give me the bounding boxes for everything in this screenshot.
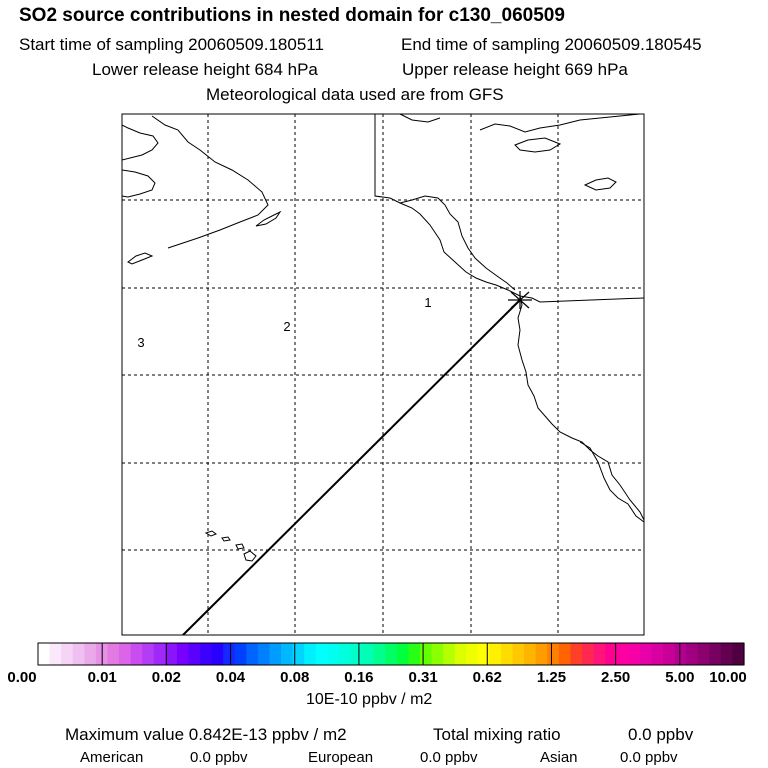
colorbar-swatch <box>61 643 74 665</box>
colorbar-tick-label: 0.62 <box>472 669 502 686</box>
colorbar-outline <box>37 642 745 666</box>
colorbar-swatch <box>200 643 213 665</box>
colorbar-swatch <box>477 643 490 665</box>
colorbar-swatch <box>512 643 525 665</box>
colorbar-swatch <box>338 643 352 665</box>
colorbar-swatch <box>419 643 433 665</box>
colorbar-swatch <box>535 643 548 665</box>
colorbar-swatch <box>697 643 710 665</box>
colorbar-swatch <box>107 643 120 665</box>
source-marker-3: 3 <box>137 335 144 350</box>
colorbar-swatch <box>593 643 606 665</box>
colorbar-tick-label: 0.04 <box>215 669 246 686</box>
colorbar-swatch <box>605 643 618 665</box>
european-value: 0.0 ppbv <box>420 749 478 766</box>
colorbar-swatch <box>639 643 653 665</box>
colorbar-swatch <box>142 643 155 665</box>
colorbar-swatch <box>651 643 664 665</box>
colorbar-swatch <box>257 643 271 665</box>
colorbar-swatch <box>84 643 97 665</box>
colorbar-swatch <box>616 643 629 665</box>
colorbar-swatch <box>732 643 745 665</box>
colorbar-tick-label: 0.01 <box>87 669 117 686</box>
colorbar-swatch <box>281 643 294 665</box>
colorbar-swatch <box>686 643 699 665</box>
max-value-label: Maximum value 0.842E-13 ppbv / m2 <box>65 725 347 744</box>
end-time-label: End time of sampling 20060509.180545 <box>401 35 702 54</box>
colorbar-swatch <box>524 643 537 665</box>
colorbar-tick-label: 10.00 <box>709 669 747 686</box>
colorbar-swatch <box>431 643 444 665</box>
colorbar <box>38 643 745 665</box>
colorbar-tick-label: 5.00 <box>665 669 695 686</box>
colorbar-swatch <box>119 643 132 665</box>
colorbar-swatch <box>176 643 190 665</box>
colorbar-swatch <box>489 643 502 665</box>
colorbar-swatch <box>49 643 62 665</box>
source-marker-1: 1 <box>424 295 431 310</box>
colorbar-tick-label: 0.00 <box>7 669 37 686</box>
colorbar-swatch <box>327 643 340 665</box>
colorbar-swatch <box>443 643 456 665</box>
colorbar-swatch <box>581 643 595 665</box>
colorbar-swatch <box>709 643 722 665</box>
asian-label: Asian <box>540 749 578 766</box>
colorbar-swatch <box>292 643 305 665</box>
lower-release-height-label: Lower release height 684 hPa <box>92 60 318 79</box>
colorbar-swatch <box>269 643 282 665</box>
total-mixing-ratio-value: 0.0 ppbv <box>628 725 694 744</box>
european-label: European <box>308 749 374 766</box>
colorbar-swatch <box>38 643 51 665</box>
colorbar-swatch <box>350 643 363 665</box>
colorbar-swatch <box>153 643 166 665</box>
colorbar-swatch <box>72 643 85 665</box>
colorbar-tick-label: 0.16 <box>344 669 374 686</box>
colorbar-swatch <box>396 643 409 665</box>
colorbar-tick-label: 1.25 <box>536 669 567 686</box>
colorbar-swatch <box>165 643 178 665</box>
colorbar-swatch <box>720 643 734 665</box>
colorbar-unit-label: 10E-10 ppbv / m2 <box>306 691 433 708</box>
colorbar-swatch <box>385 643 398 665</box>
total-mixing-ratio-label: Total mixing ratio <box>433 725 561 744</box>
colorbar-swatch <box>246 643 259 665</box>
colorbar-swatch <box>628 643 641 665</box>
colorbar-swatch <box>408 643 421 665</box>
coastlines <box>121 113 645 562</box>
colorbar-tick-label: 0.08 <box>280 669 310 686</box>
colorbar-swatch <box>662 643 676 665</box>
colorbar-swatch <box>211 643 224 665</box>
colorbar-swatch <box>674 643 687 665</box>
colorbar-swatch <box>130 643 143 665</box>
colorbar-swatch <box>558 643 571 665</box>
release-site-marker <box>508 291 532 309</box>
start-time-label: Start time of sampling 20060509.180511 <box>19 35 324 54</box>
map-title: SO2 source contributions in nested domai… <box>19 5 565 26</box>
colorbar-swatch <box>234 643 247 665</box>
colorbar-tick-label: 2.50 <box>601 669 631 686</box>
upper-release-height-label: Upper release height 669 hPa <box>402 60 628 79</box>
colorbar-swatch <box>454 643 467 665</box>
colorbar-tick-label: 0.02 <box>151 669 181 686</box>
asian-value: 0.0 ppbv <box>620 749 678 766</box>
met-data-label: Meteorological data used are from GFS <box>206 85 504 104</box>
american-value: 0.0 ppbv <box>190 749 248 766</box>
colorbar-swatch <box>304 643 317 665</box>
colorbar-swatch <box>188 643 201 665</box>
colorbar-tick-label: 0.31 <box>408 669 438 686</box>
colorbar-swatch <box>373 643 386 665</box>
colorbar-swatch <box>570 643 583 665</box>
colorbar-swatch <box>315 643 328 665</box>
back-trajectory-line <box>182 299 521 636</box>
colorbar-swatch <box>362 643 375 665</box>
colorbar-swatch <box>466 643 479 665</box>
colorbar-swatch <box>223 643 236 665</box>
colorbar-dividers <box>101 643 681 665</box>
source-marker-2: 2 <box>283 319 290 334</box>
colorbar-swatch <box>547 643 560 665</box>
colorbar-swatch <box>500 643 514 665</box>
graticule <box>122 114 644 635</box>
american-label: American <box>80 749 144 766</box>
